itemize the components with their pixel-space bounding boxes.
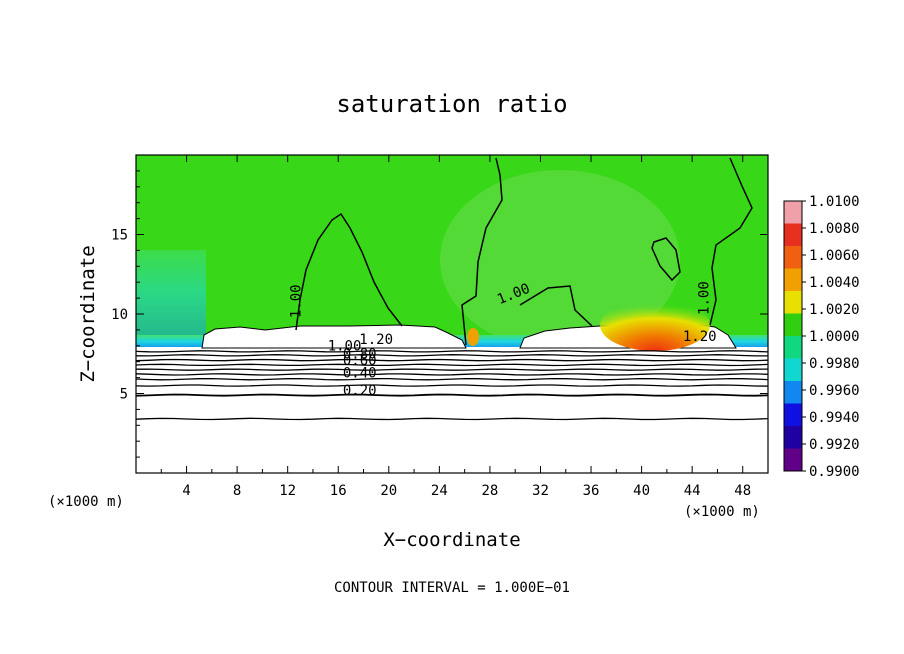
x-tick-label: 48 [734, 483, 751, 499]
contour-line [136, 350, 768, 353]
colorbar-label: 0.9960 [809, 383, 860, 399]
contour-line [136, 368, 768, 371]
y-unit-label: (×1000 m) [48, 494, 124, 510]
x-tick-label: 40 [633, 483, 650, 499]
y-tick-label: 5 [120, 387, 128, 403]
colorbar-label: 1.0000 [809, 329, 860, 345]
small-peak [467, 328, 479, 346]
x-tick-label: 24 [431, 483, 448, 499]
colorbar-segment [784, 291, 802, 314]
contour-line [136, 358, 768, 362]
y-axis-ticks: 5 10 15 [111, 170, 768, 458]
y-axis-label: Z−coordinate [77, 245, 99, 382]
colorbar-segment [784, 403, 802, 427]
x-tick-label: 16 [330, 483, 347, 499]
contour-line [136, 384, 768, 387]
contour-line [136, 417, 768, 421]
colorbar-label: 1.0100 [809, 194, 860, 210]
contour-line [136, 363, 768, 367]
colorbar-segment [784, 426, 802, 449]
colorbar-segment [784, 246, 802, 269]
contour-line [136, 393, 768, 397]
plot-area [136, 155, 768, 473]
y-tick-label: 10 [111, 307, 128, 323]
colorbar-segment [784, 201, 802, 224]
x-axis-label: X−coordinate [383, 529, 520, 551]
contour-line [136, 377, 768, 381]
colorbar-segment [784, 381, 802, 404]
colorbar-segment [784, 448, 802, 472]
x-tick-label: 20 [380, 483, 397, 499]
colorbar-label: 0.9900 [809, 464, 860, 480]
contour-label: 0.20 [343, 383, 377, 399]
colorbar-label: 1.0020 [809, 302, 860, 318]
contour-label: 1.20 [359, 332, 393, 348]
chart-title: saturation ratio [336, 90, 567, 118]
colorbar-label: 0.9920 [809, 437, 860, 453]
contour-label: 0.60 [343, 353, 377, 369]
x-unit-label: (×1000 m) [684, 504, 760, 520]
colorbar-segment [784, 336, 802, 359]
x-tick-label: 12 [279, 483, 296, 499]
x-tick-label: 36 [583, 483, 600, 499]
colorbar-segment [784, 313, 802, 337]
colorbar-label: 0.9980 [809, 356, 860, 372]
colorbar-label: 1.0060 [809, 248, 860, 264]
peak-region [600, 299, 710, 351]
colorbar-segment [784, 268, 802, 292]
x-tick-label: 44 [684, 483, 701, 499]
x-tick-label: 28 [481, 483, 498, 499]
contour-line [136, 373, 768, 376]
contour-label: 0.40 [343, 366, 377, 382]
y-tick-label: 15 [111, 228, 128, 244]
contour-label: 0.80 [343, 347, 377, 363]
colorbar-label: 1.0080 [809, 221, 860, 237]
colorbar: 1.0100 1.0080 1.0060 1.0040 1.0020 1.0000 0.99… [783, 194, 860, 480]
unsaturated-region [136, 347, 768, 473]
colorbar-label: 0.9940 [809, 410, 860, 426]
contour-label: 1.20 [683, 329, 717, 345]
contour-label: 1.00 [697, 281, 713, 315]
cloud-patch-left [201, 324, 467, 349]
x-tick-label: 4 [182, 483, 190, 499]
contour-label: 1.00 [328, 339, 362, 355]
contour-interval-note: CONTOUR INTERVAL = 1.000E−01 [334, 580, 570, 596]
x-axis-ticks: 4 8 12 16 20 24 28 32 36 40 44 48 [160, 155, 751, 499]
contour-label: 1.00 [288, 284, 304, 318]
colorbar-label: 1.0040 [809, 275, 860, 291]
contour-line [136, 354, 768, 357]
contour-lines-lower [136, 350, 768, 421]
left-edge-gradient [136, 250, 206, 347]
x-tick-label: 8 [233, 483, 241, 499]
contour-lines-upper [295, 157, 753, 346]
colorbar-segment [784, 223, 802, 247]
colorbar-segment [784, 358, 802, 382]
x-tick-label: 32 [532, 483, 549, 499]
